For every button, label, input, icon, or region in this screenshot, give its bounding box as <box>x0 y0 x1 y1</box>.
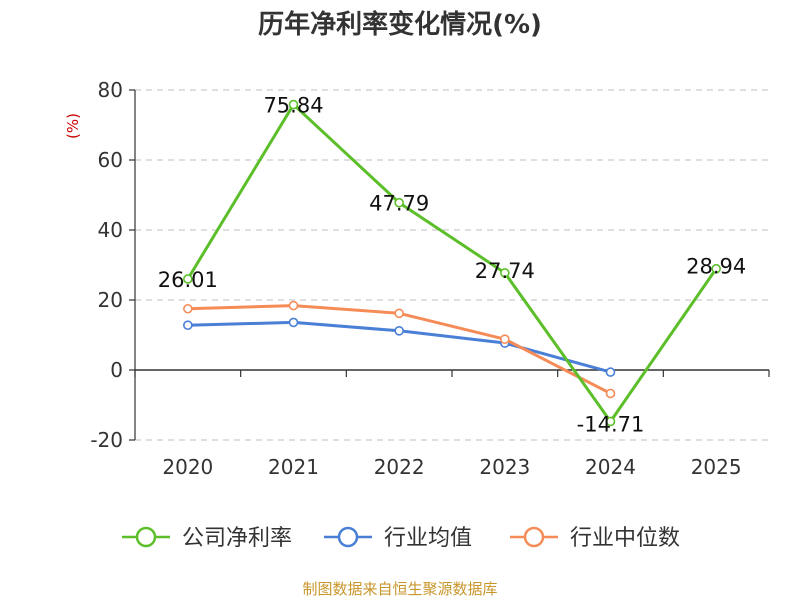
data-label: 26.01 <box>158 268 218 292</box>
y-tick-label: 0 <box>110 358 123 382</box>
data-point[interactable] <box>183 320 193 331</box>
x-tick-label: 2023 <box>479 455 530 479</box>
y-tick-label: 40 <box>98 218 123 242</box>
legend-marker <box>337 526 359 548</box>
data-point[interactable] <box>605 367 616 377</box>
x-tick-label: 2020 <box>162 455 213 479</box>
legend[interactable]: 公司净利率 行业均值 行业中位数 <box>122 526 680 551</box>
series-line <box>186 103 718 423</box>
data-label: 47.79 <box>369 192 429 216</box>
series-layer <box>183 99 721 427</box>
series-line <box>187 304 612 395</box>
data-point[interactable] <box>288 99 299 110</box>
data-labels: 26.01 75.84 47.79 27.74 -14.71 28.94 <box>158 94 746 437</box>
x-tick-label: 2025 <box>691 455 742 479</box>
y-tick-label: 20 <box>98 288 123 312</box>
data-point[interactable] <box>605 416 616 427</box>
y-axis-label: (%) <box>64 113 82 139</box>
x-tick-label: 2024 <box>585 455 636 479</box>
legend-item[interactable]: 行业中位数 <box>510 526 680 551</box>
y-tick-label: 60 <box>98 148 123 172</box>
data-label: -14.71 <box>577 412 645 436</box>
data-label: 75.84 <box>263 94 323 118</box>
source-note: 制图数据来自恒生聚源数据库 <box>302 580 497 598</box>
data-point[interactable] <box>394 308 404 319</box>
data-point[interactable] <box>500 268 510 278</box>
data-label: 28.94 <box>686 255 746 279</box>
legend-marker <box>523 526 545 548</box>
y-tick-label: -20 <box>90 428 123 452</box>
data-point[interactable] <box>394 197 404 208</box>
data-point[interactable] <box>288 317 299 328</box>
legend-item[interactable]: 行业均值 <box>324 526 472 551</box>
series-2 <box>183 300 616 399</box>
data-point[interactable] <box>183 274 193 284</box>
series-0 <box>183 99 721 427</box>
axes: 80 60 40 20 0 -20 2020 2021 2022 2023 2024 2025 <box>90 78 770 479</box>
x-tick-label: 2021 <box>268 455 319 479</box>
x-tick-label: 2022 <box>374 455 425 479</box>
series-1 <box>183 317 616 377</box>
data-point[interactable] <box>394 325 404 336</box>
data-point[interactable] <box>500 334 510 345</box>
grid-lines <box>135 89 769 441</box>
legend-item[interactable]: 公司净利率 <box>122 526 292 551</box>
data-label: 27.74 <box>475 259 535 283</box>
chart-title: 历年净利率变化情况(%) <box>258 9 542 40</box>
legend-marker <box>135 526 157 548</box>
legend-label: 行业均值 <box>384 526 472 551</box>
y-tick-label: 80 <box>98 78 123 102</box>
legend-label: 公司净利率 <box>182 526 292 551</box>
data-point[interactable] <box>605 388 616 399</box>
data-point[interactable] <box>711 263 721 274</box>
data-point[interactable] <box>288 300 299 311</box>
data-point[interactable] <box>183 303 193 314</box>
legend-label: 行业中位数 <box>570 526 680 551</box>
